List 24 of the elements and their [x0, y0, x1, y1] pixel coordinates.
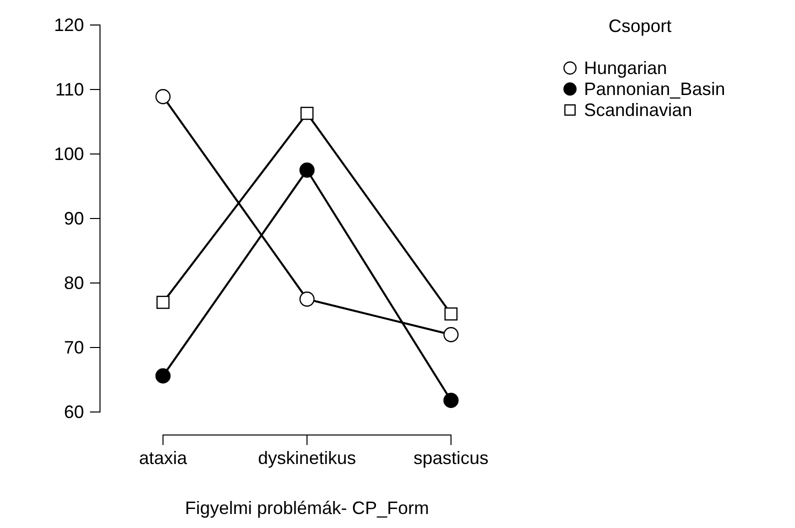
point	[444, 307, 458, 321]
y-tick-label: 70	[64, 337, 84, 358]
point	[443, 327, 459, 342]
point	[300, 106, 314, 120]
legend-label: Hungarian	[584, 58, 668, 78]
legend-title: Csoport	[608, 16, 672, 36]
legend-label: Pannonian_Basin	[584, 79, 726, 99]
point	[299, 292, 315, 307]
x-tick-label: spasticus	[413, 448, 489, 468]
y-tick-label: 60	[64, 402, 84, 422]
point	[155, 368, 171, 384]
y-tick-label: 120	[54, 14, 84, 35]
legend-label: Scandinavian	[584, 100, 692, 120]
x-axis-title: Figyelmi problémák- CP_Form	[184, 498, 430, 518]
x-tick-label: ataxia	[138, 448, 188, 468]
point	[443, 392, 459, 408]
point	[156, 296, 170, 309]
point	[155, 88, 171, 104]
point	[299, 162, 315, 178]
y-tick-label: 90	[64, 208, 84, 228]
y-tick-label: 80	[64, 272, 84, 293]
x-tick-label: dyskinetikus	[258, 448, 356, 468]
y-tick-label: 100	[54, 144, 84, 164]
y-tick-label: 110	[55, 79, 84, 100]
